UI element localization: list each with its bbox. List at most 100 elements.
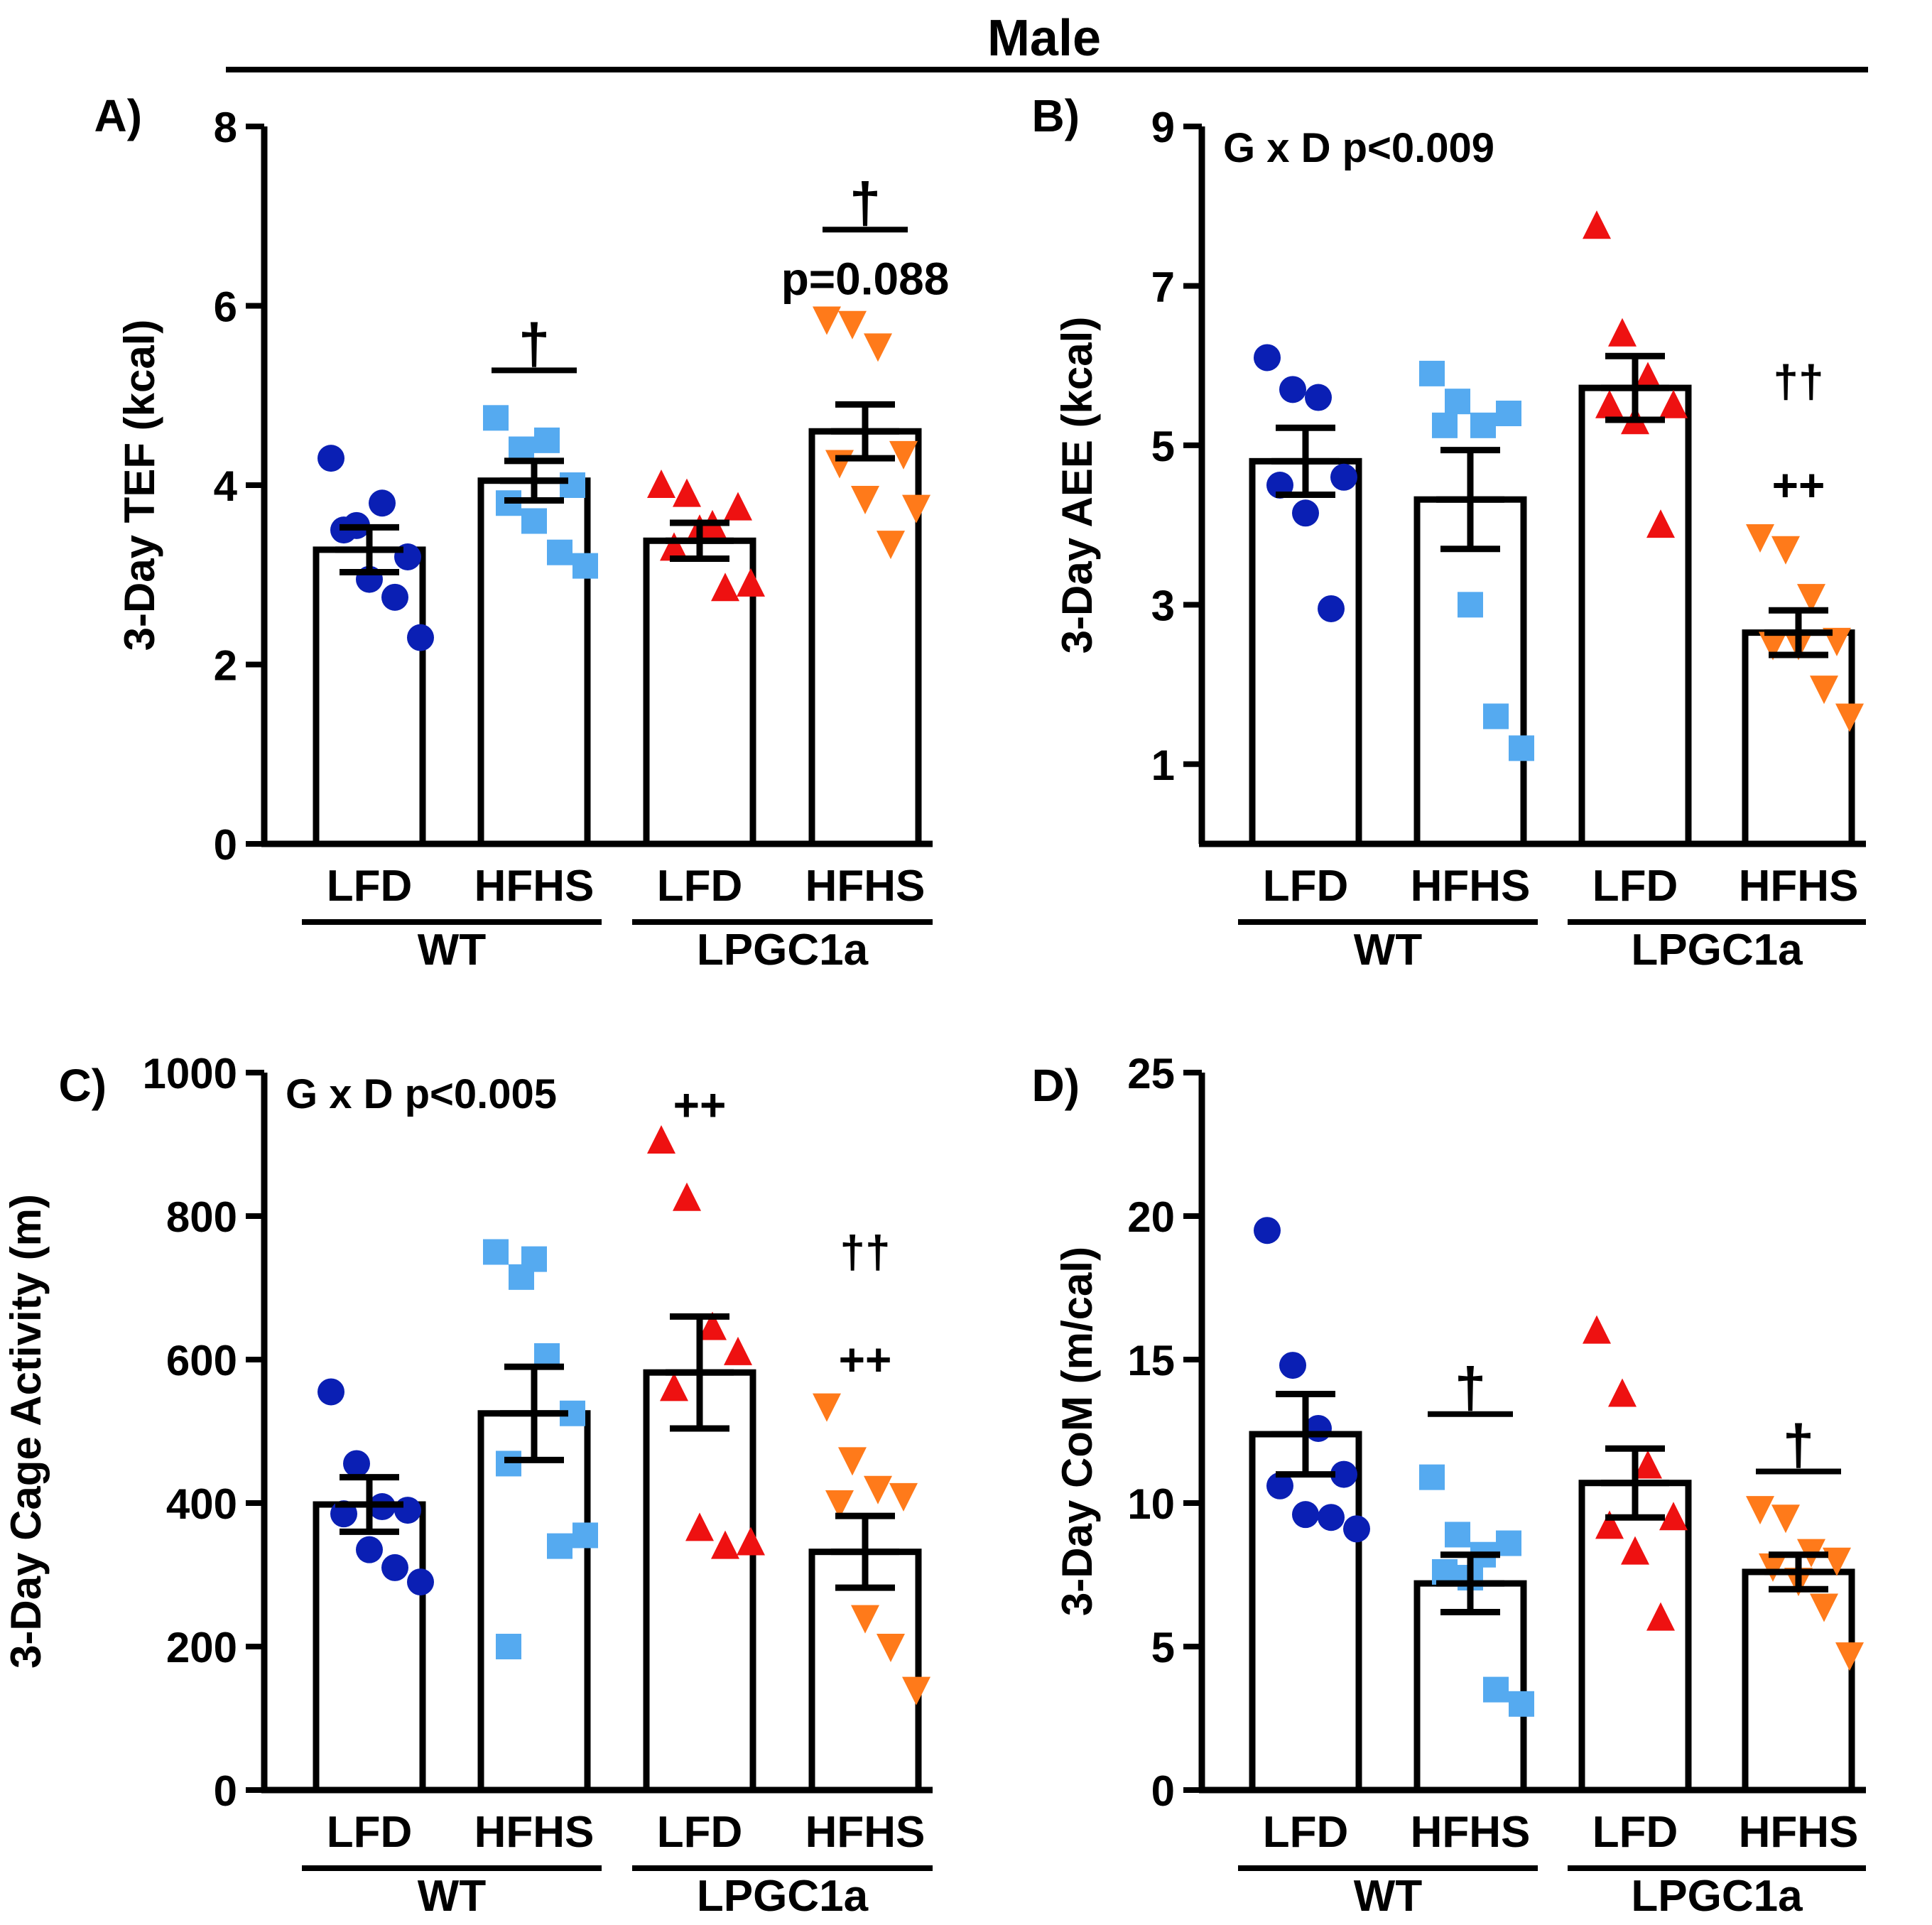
y-tick-label: 800 (166, 1193, 237, 1241)
data-point-triangle-up (737, 568, 765, 597)
y-tick-label: 0 (214, 821, 237, 869)
data-point-triangle-down (1771, 536, 1800, 565)
x-category-label: HFHS (1739, 862, 1859, 911)
x-group-label: WT (418, 1872, 487, 1921)
data-point-triangle-up (1659, 389, 1688, 418)
y-tick-label: 0 (1151, 1767, 1175, 1815)
significance-dagger: † (1783, 1414, 1815, 1477)
data-point-triangle-up (685, 1512, 714, 1541)
data-point-circle (1343, 1515, 1370, 1543)
data-point-triangle-up (673, 478, 701, 507)
data-point-circle (394, 1497, 421, 1524)
data-point-triangle-down (851, 1605, 879, 1634)
y-tick-label: 1000 (143, 1050, 237, 1097)
data-point-triangle-up (1634, 1450, 1662, 1479)
data-point-square (1509, 1691, 1534, 1717)
bar (643, 537, 756, 847)
data-point-triangle-down (1823, 1547, 1851, 1576)
y-tick-label: 5 (1151, 1624, 1175, 1671)
data-point-triangle-down (1746, 524, 1774, 553)
data-point-square (496, 1634, 521, 1659)
panel-letter: A) (94, 90, 142, 141)
data-point-triangle-up (1583, 210, 1611, 239)
data-point-triangle-down (1746, 1496, 1774, 1525)
data-point-square (1470, 412, 1496, 438)
y-tick-label: 8 (214, 104, 237, 151)
x-category-label: LFD (1263, 1808, 1349, 1857)
data-point-triangle-down (813, 1393, 841, 1422)
data-point-square (1445, 1522, 1470, 1548)
data-point-square (572, 1522, 598, 1549)
data-point-square (496, 1450, 521, 1477)
data-point-circle (1330, 1460, 1357, 1488)
y-tick-label: 10 (1127, 1480, 1175, 1528)
significance-mark: †† (1773, 356, 1823, 407)
data-point-triangle-up (1634, 362, 1662, 391)
data-point-circle (381, 583, 408, 611)
x-category-label: HFHS (805, 862, 926, 911)
data-point-triangle-down (1797, 584, 1825, 613)
data-point-circle (1254, 1217, 1281, 1245)
data-point-circle (356, 1536, 383, 1563)
x-group-label: LPGC1a (697, 1872, 869, 1921)
significance-mark: ++ (673, 1079, 727, 1130)
significance-dagger: † (850, 171, 881, 234)
data-point-square (521, 508, 547, 534)
data-point-circle (1305, 384, 1332, 411)
data-point-square (1458, 592, 1483, 618)
data-point-triangle-down (1759, 1553, 1787, 1582)
y-tick-label: 3 (1151, 582, 1175, 629)
data-point-triangle-up (724, 492, 752, 521)
data-point-circle (1292, 499, 1319, 527)
data-point-triangle-down (1810, 676, 1838, 705)
data-point-square (547, 539, 572, 565)
data-point-triangle-down (902, 1676, 930, 1706)
panel-letter: B) (1031, 90, 1080, 141)
y-tick-label: 6 (214, 283, 237, 331)
bar (1742, 1568, 1855, 1794)
x-category-label: LFD (657, 862, 743, 911)
bar (1742, 629, 1855, 847)
panel-letter: D) (1031, 1060, 1080, 1111)
data-point-triangle-up (1659, 1502, 1688, 1531)
data-point-triangle-down (1810, 1593, 1838, 1622)
data-point-square (1419, 360, 1445, 386)
stat-annotation: G x D p<0.005 (286, 1071, 557, 1117)
y-tick-label: 4 (214, 462, 238, 510)
data-point-triangle-up (1646, 1602, 1675, 1631)
x-category-label: LFD (657, 1808, 743, 1857)
data-point-circle (407, 624, 434, 651)
x-group-label: LPGC1a (1631, 1872, 1803, 1921)
data-point-square (1445, 389, 1470, 415)
y-tick-label: 1 (1151, 742, 1175, 789)
x-category-label: HFHS (474, 1808, 595, 1857)
data-point-triangle-up (1595, 389, 1624, 418)
bar (477, 477, 591, 847)
x-category-label: LFD (1592, 862, 1678, 911)
y-tick-label: 400 (166, 1480, 237, 1528)
significance-mark: p=0.088 (781, 254, 950, 305)
data-point-square (1419, 1464, 1445, 1490)
x-group-label: WT (1354, 926, 1423, 975)
data-point-triangle-down (889, 1482, 918, 1512)
data-point-square (1509, 735, 1534, 761)
data-point-triangle-up (1646, 509, 1675, 538)
data-point-circle (1318, 1504, 1345, 1531)
data-point-circle (1330, 463, 1357, 491)
data-point-square (521, 1246, 547, 1272)
data-point-square (572, 553, 598, 579)
data-point-circle (318, 1378, 344, 1406)
data-point-square (1432, 412, 1458, 438)
data-point-circle (381, 1553, 408, 1581)
data-point-triangle-down (864, 1475, 892, 1504)
significance-mark: ++ (1772, 460, 1825, 511)
data-point-triangle-down (825, 450, 854, 479)
data-point-triangle-down (889, 440, 918, 470)
y-tick-label: 25 (1127, 1050, 1175, 1097)
significance-dagger: † (1455, 1356, 1487, 1419)
data-point-triangle-down (838, 1447, 867, 1476)
data-point-square (534, 427, 560, 453)
y-tick-label: 0 (214, 1767, 237, 1815)
